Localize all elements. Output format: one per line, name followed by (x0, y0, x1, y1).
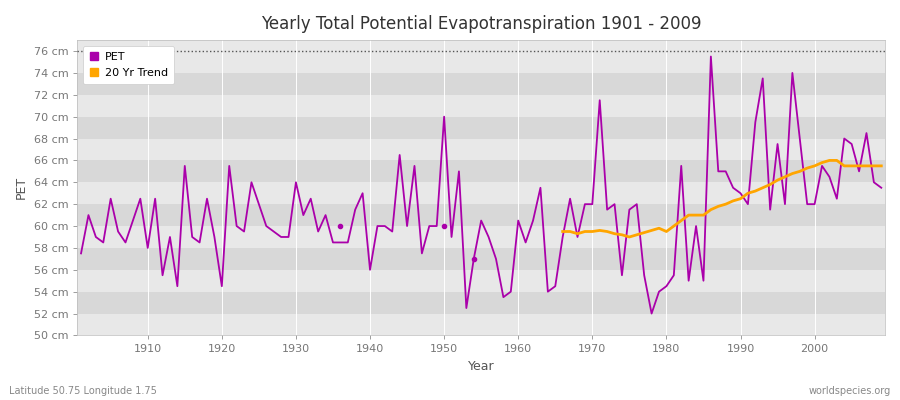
Bar (77, 95, 885, 117)
Bar (77, 248, 885, 270)
Bar (77, 182, 885, 204)
Bar (77, 51, 885, 73)
Bar (77, 292, 885, 314)
Bar (77, 138, 885, 160)
Y-axis label: PET: PET (15, 176, 28, 199)
Bar (77, 73, 885, 95)
Bar (77, 270, 885, 292)
Bar (77, 314, 885, 336)
Bar (77, 117, 885, 138)
Legend: PET, 20 Yr Trend: PET, 20 Yr Trend (83, 46, 174, 84)
Title: Yearly Total Potential Evapotranspiration 1901 - 2009: Yearly Total Potential Evapotranspiratio… (261, 15, 701, 33)
Text: Latitude 50.75 Longitude 1.75: Latitude 50.75 Longitude 1.75 (9, 386, 157, 396)
Bar (77, 160, 885, 182)
Text: worldspecies.org: worldspecies.org (809, 386, 891, 396)
Bar (77, 226, 885, 248)
X-axis label: Year: Year (468, 360, 494, 373)
Bar (77, 204, 885, 226)
